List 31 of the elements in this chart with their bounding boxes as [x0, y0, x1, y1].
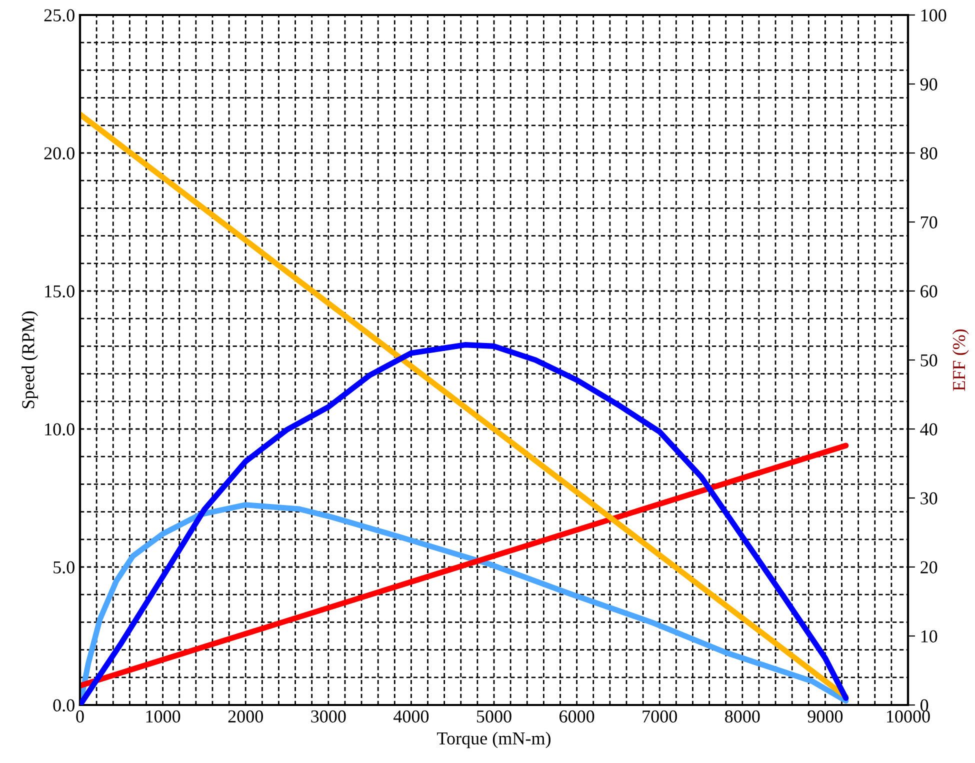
x-tick-label: 1000: [146, 710, 180, 723]
x-tick-label: 0: [76, 710, 84, 723]
y2-tick-label: 50: [920, 354, 938, 366]
x-tick-label: 7000: [642, 710, 677, 723]
y-tick-label: 15.0: [45, 285, 74, 298]
y2-tick-label: 70: [920, 216, 938, 228]
y2-tick-label: 100: [921, 9, 946, 22]
y2-tick-label: 0: [920, 699, 928, 712]
x-tick-label: 2000: [228, 710, 263, 723]
y2-tick-label: 20: [920, 561, 938, 574]
y2-tick-label: 80: [920, 147, 938, 160]
y-tick-label: 5.0: [54, 561, 74, 574]
x-tick-label: 3000: [311, 710, 346, 723]
y-tick-label: 10.0: [45, 423, 74, 436]
x-axis-title: Torque (mN-m): [437, 732, 550, 748]
x-tick-label: 6000: [560, 710, 594, 723]
x-tick-label: 10000: [887, 710, 930, 723]
y-axis-title: Speed (RPM): [22, 311, 38, 408]
y2-tick-label: 40: [920, 423, 938, 436]
x-tick-label: 5000: [476, 710, 512, 723]
y2-tick-label: 30: [920, 492, 938, 504]
y-tick-label: 20.0: [44, 147, 74, 160]
x-tick-label: 9000: [808, 710, 843, 723]
y2-axis-title: EFF (%): [952, 329, 969, 391]
x-tick-label: 4000: [393, 710, 429, 723]
y2-tick-label: 60: [920, 285, 938, 298]
x-tick-label: 8000: [725, 710, 760, 723]
y-tick-label: 25.0: [44, 9, 74, 22]
y2-tick-label: 90: [920, 78, 938, 90]
y2-tick-label: 10: [921, 630, 938, 642]
y-tick-label: 0.0: [53, 699, 74, 712]
